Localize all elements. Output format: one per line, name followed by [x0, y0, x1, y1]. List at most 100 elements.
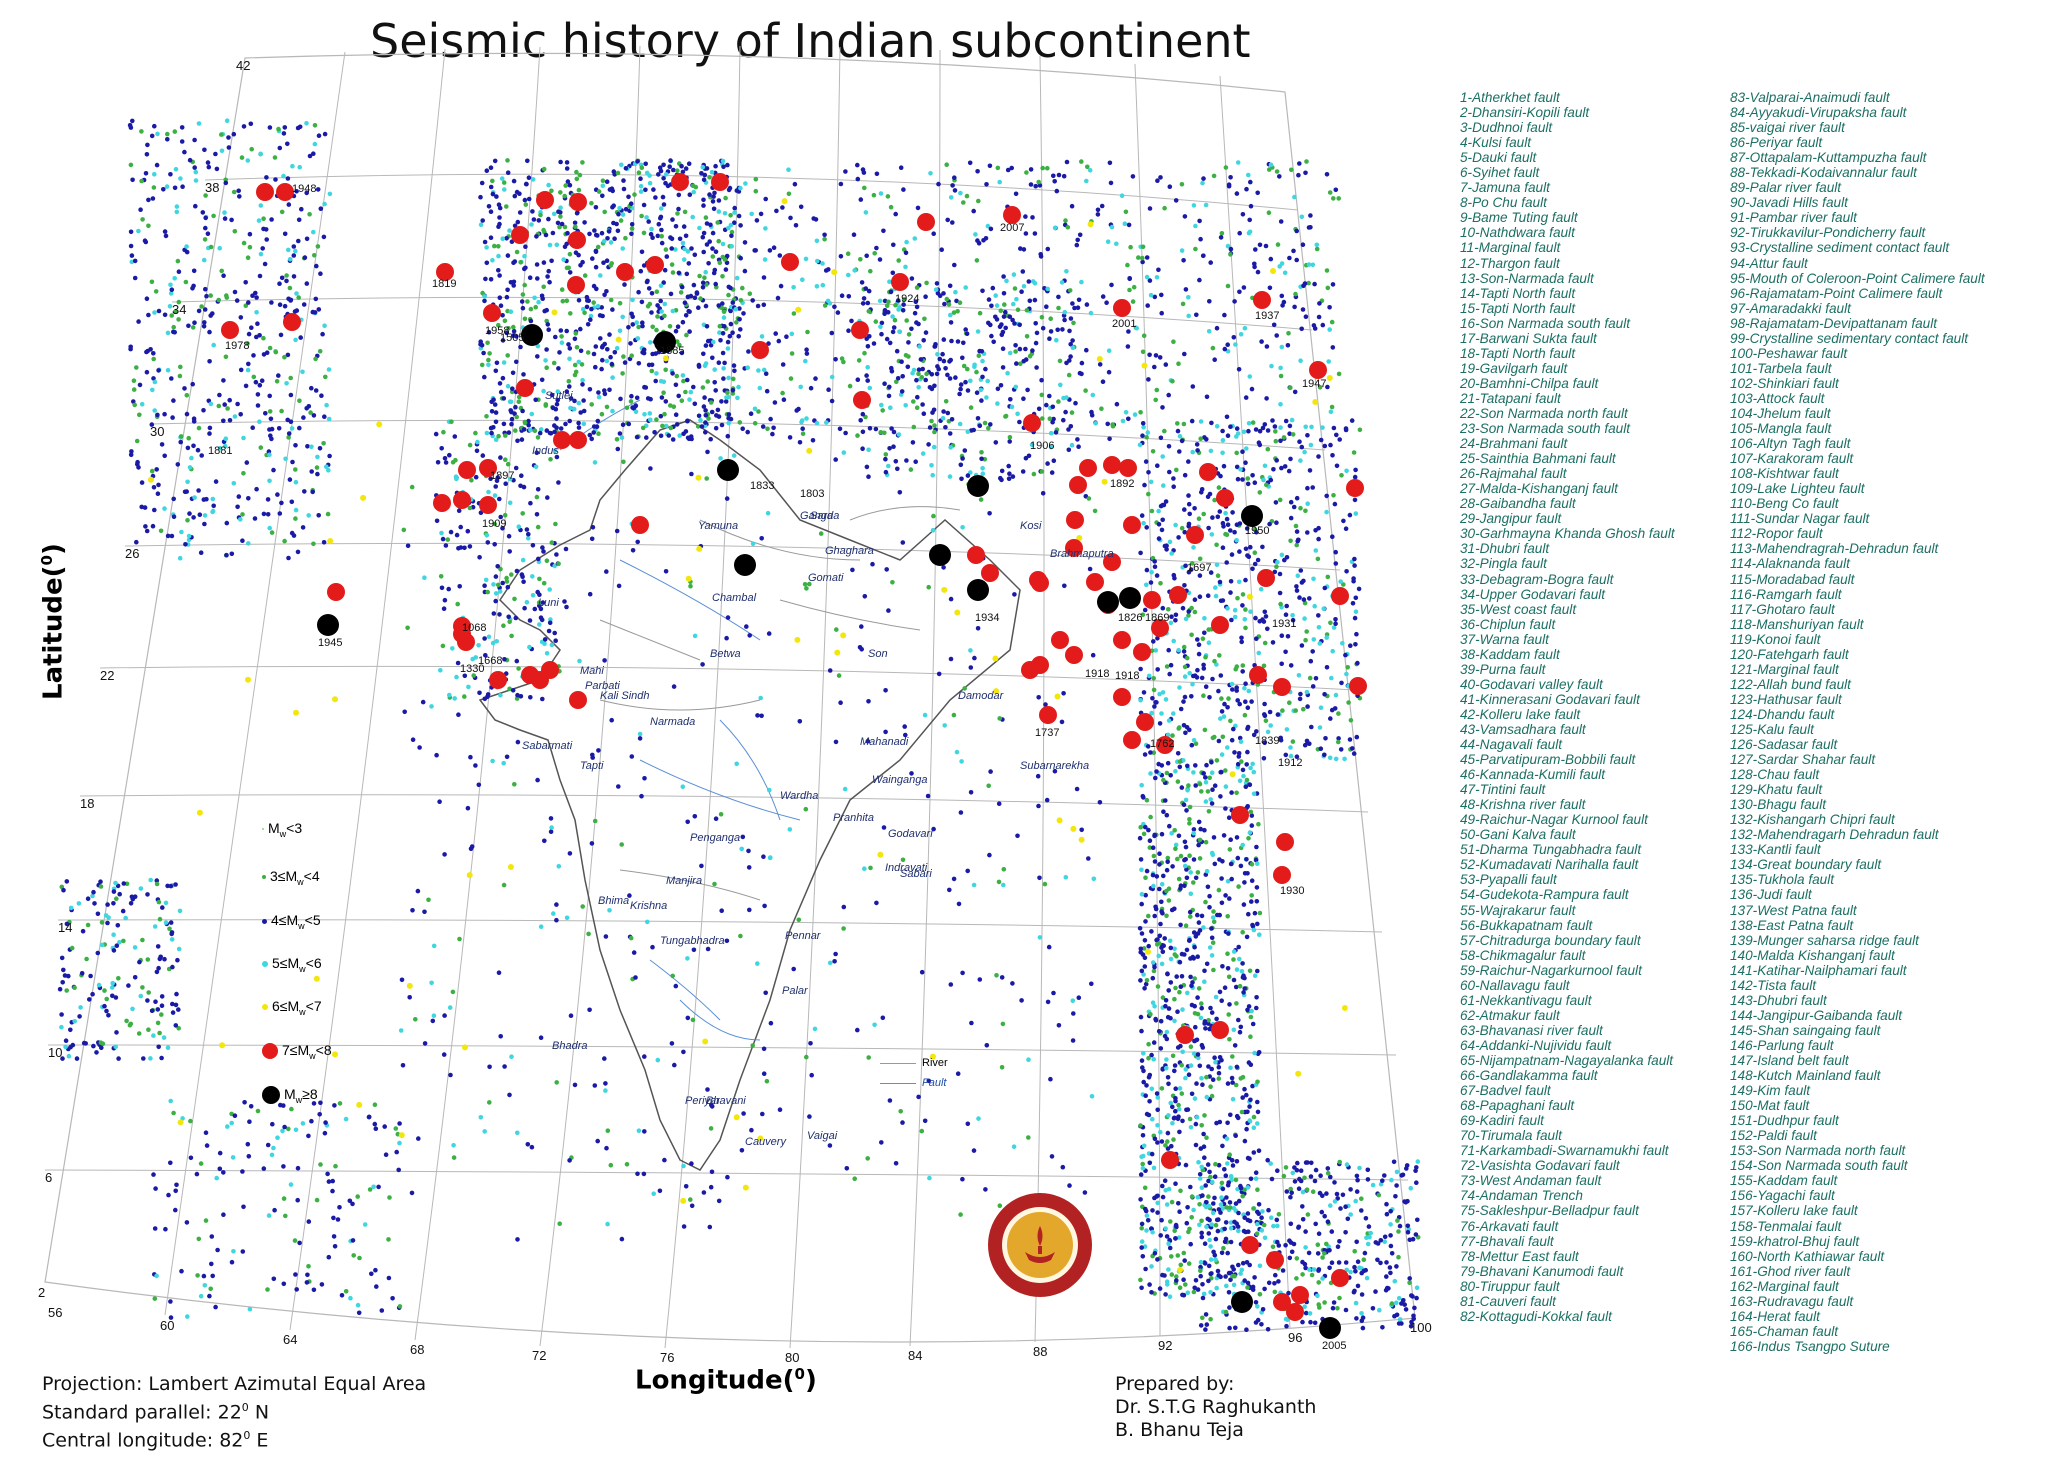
earthquake-point	[1305, 704, 1310, 709]
earthquake-point	[1306, 262, 1312, 267]
earthquake-point	[567, 270, 573, 275]
earthquake-point	[704, 242, 710, 247]
earthquake-point	[725, 433, 731, 439]
earthquake-point	[1218, 1202, 1224, 1207]
earthquake-point	[1182, 351, 1187, 357]
earthquake-point	[1223, 806, 1228, 811]
earthquake-point	[397, 1121, 402, 1126]
earthquake-point	[1349, 418, 1355, 423]
earthquake-point	[493, 437, 499, 443]
earthquake-point	[1184, 947, 1190, 953]
earthquake-point	[467, 442, 473, 448]
earthquake-point	[1034, 330, 1040, 336]
earthquake-point	[701, 230, 707, 236]
earthquake-point	[1283, 649, 1288, 655]
earthquake-point	[1238, 332, 1244, 337]
earthquake-point	[231, 1249, 236, 1254]
earthquake-point	[734, 320, 739, 325]
earthquake-point	[578, 326, 583, 332]
earthquake-point	[1255, 557, 1261, 563]
earthquake-point	[1172, 1115, 1177, 1121]
earthquake-point	[1070, 1038, 1076, 1043]
earthquake-point	[1163, 1226, 1168, 1231]
earthquake-point	[1242, 1086, 1247, 1092]
earthquake-point	[824, 420, 829, 425]
earthquake-point	[1144, 1213, 1150, 1218]
earthquake-point	[219, 148, 225, 154]
earthquake-point	[1284, 1189, 1290, 1194]
earthquake-point	[1309, 724, 1314, 730]
earthquake-point	[717, 260, 723, 266]
earthquake-point	[737, 317, 742, 322]
earthquake-point	[1333, 617, 1338, 622]
earthquake-point	[1228, 1277, 1233, 1283]
earthquake-point	[1211, 1249, 1216, 1255]
longitude-line	[539, 45, 641, 1347]
earthquake-point	[276, 426, 282, 431]
earthquake-point	[448, 1072, 453, 1078]
earthquake-point	[1251, 927, 1257, 933]
earthquake-point	[1268, 723, 1273, 728]
earthquake-point	[148, 347, 153, 352]
earthquake-point	[1138, 550, 1143, 556]
earthquake-point	[488, 277, 494, 282]
earthquake-point	[580, 904, 585, 909]
earthquake-point	[967, 160, 973, 166]
earthquake-point	[549, 540, 555, 545]
earthquake-point	[599, 411, 605, 417]
earthquake-point	[1189, 1194, 1195, 1199]
earthquake-point	[1163, 362, 1169, 367]
earthquake-point	[1308, 225, 1313, 230]
earthquake-point	[945, 217, 950, 223]
earthquake-point	[1079, 827, 1084, 833]
earthquake-point	[1206, 640, 1212, 645]
earthquake-point	[564, 328, 569, 334]
earthquake-point	[731, 453, 737, 458]
earthquake-point	[500, 338, 506, 343]
earthquake-point	[1230, 687, 1235, 692]
earthquake-point	[1204, 1074, 1209, 1080]
earthquake-point	[1208, 1316, 1213, 1322]
earthquake-point	[804, 351, 810, 356]
earthquake-point	[1223, 893, 1228, 898]
earthquake-point	[153, 1186, 158, 1191]
earthquake-point	[1222, 1226, 1227, 1232]
earthquake-point	[1178, 984, 1184, 989]
earthquake-point	[610, 408, 615, 414]
earthquake-point	[153, 999, 158, 1004]
earthquake-point	[1267, 285, 1273, 291]
earthquake-point	[1327, 190, 1333, 195]
earthquake-point	[1377, 1307, 1382, 1313]
earthquake-point	[1143, 1093, 1148, 1098]
earthquake-point	[1142, 938, 1148, 943]
earthquake-point	[644, 279, 650, 285]
earthquake-point	[1216, 738, 1222, 744]
earthquake-point	[226, 145, 232, 150]
latitude-line	[44, 1169, 1409, 1181]
earthquake-point	[1163, 1292, 1168, 1297]
earthquake-point	[543, 232, 549, 238]
earthquake-point	[1182, 529, 1187, 535]
earthquake-point	[1244, 186, 1249, 192]
earthquake-point	[1206, 809, 1212, 814]
earthquake-point	[1240, 1193, 1245, 1199]
earthquake-point	[978, 387, 984, 393]
earthquake-point	[150, 387, 155, 393]
earthquake-point	[95, 911, 101, 917]
earthquake-point	[296, 217, 302, 223]
earthquake-point	[506, 326, 511, 331]
earthquake-point	[1138, 1197, 1143, 1202]
earthquake-point	[1361, 1257, 1367, 1262]
earthquake-point	[214, 1175, 219, 1181]
earthquake-point	[223, 436, 229, 442]
earthquake-point	[620, 212, 626, 217]
earthquake-point	[1139, 1058, 1145, 1063]
earthquake-point	[1174, 467, 1179, 473]
earthquake-point	[90, 893, 95, 899]
earthquake-point	[227, 397, 232, 403]
earthquake-point	[201, 497, 207, 502]
earthquake-point	[699, 171, 704, 176]
earthquake-point	[1287, 1255, 1293, 1261]
earthquake-point	[628, 935, 634, 941]
earthquake-point	[1179, 438, 1185, 444]
